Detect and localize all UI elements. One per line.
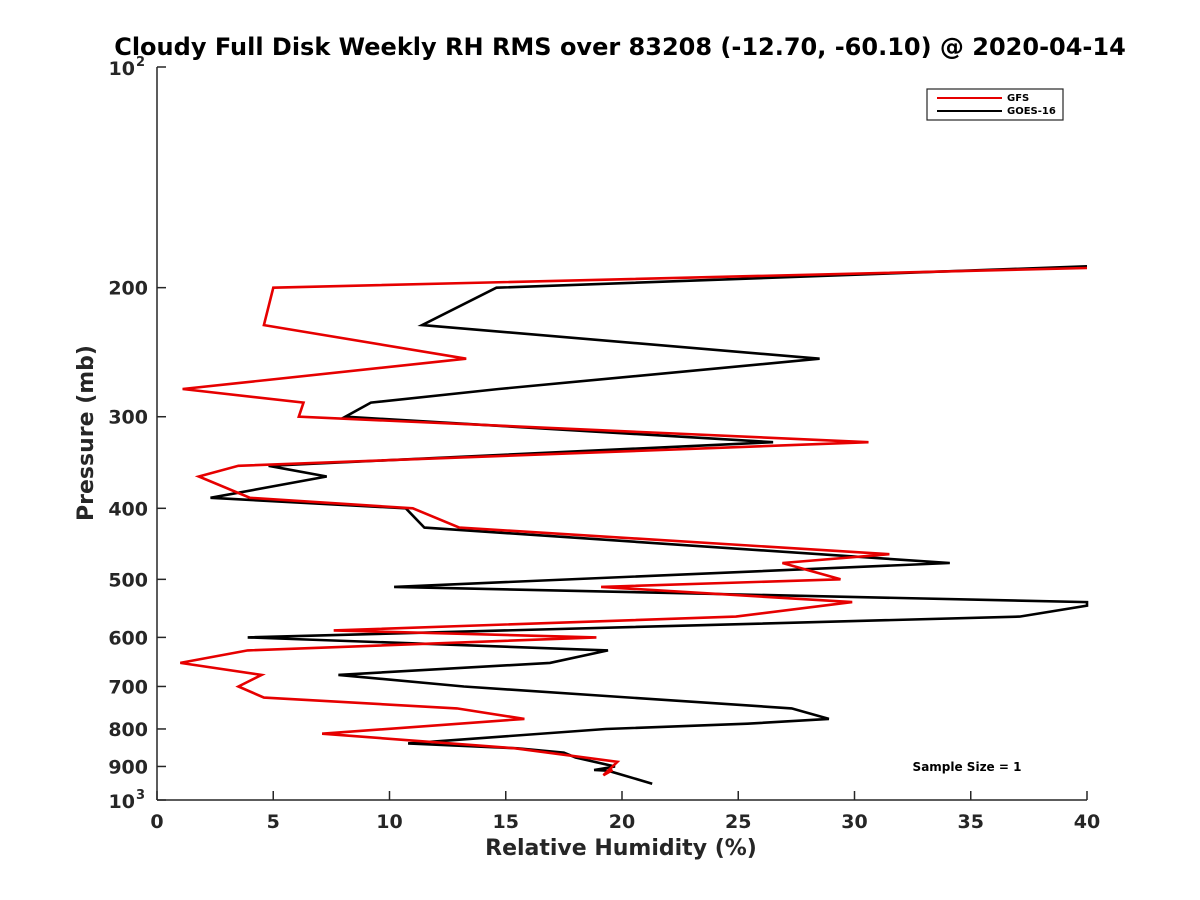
y-tick-label-exponent: 2 [136, 55, 145, 70]
axes: 0 5 10 15 20 25 30 35 40 200 300 400 500 600 700 800 90… [108, 55, 1100, 833]
legend-label-goes16: GOES-16 [1007, 106, 1056, 117]
y-tick-label-exponent: 3 [136, 788, 145, 803]
x-tick-label: 25 [725, 811, 751, 833]
x-tick-label: 0 [150, 811, 163, 833]
y-tick-label-base: 10 [109, 58, 135, 80]
x-tick-label: 20 [609, 811, 635, 833]
y-tick-label: 700 [108, 676, 148, 698]
chart-title: Cloudy Full Disk Weekly RH RMS over 8320… [114, 33, 1126, 61]
x-tick-label: 5 [267, 811, 280, 833]
legend: GFS GOES-16 [926, 88, 1064, 121]
x-tick-label: 10 [376, 811, 402, 833]
y-tick-label: 200 [108, 278, 148, 300]
sample-size-annotation: Sample Size = 1 [913, 760, 1022, 774]
x-tick-label: 15 [493, 811, 519, 833]
y-tick-label: 400 [108, 498, 148, 520]
y-tick-label: 300 [108, 407, 148, 429]
x-tick-label: 30 [841, 811, 867, 833]
y-tick-label: 800 [108, 719, 148, 741]
x-axis-label: Relative Humidity (%) [485, 836, 757, 861]
y-tick-label: 500 [108, 569, 148, 591]
y-tick-label: 900 [108, 756, 148, 778]
x-tick-label: 40 [1074, 811, 1100, 833]
legend-label-gfs: GFS [1007, 93, 1029, 104]
y-tick-label: 600 [108, 627, 148, 649]
legend-box [926, 88, 1064, 121]
y-tick-label-base: 10 [109, 791, 135, 813]
series-line-gfs [180, 266, 1088, 777]
y-axis-label: Pressure (mb) [74, 345, 99, 521]
x-tick-label: 35 [958, 811, 984, 833]
x-ticks: 0 5 10 15 20 25 30 35 40 [150, 791, 1100, 833]
plot-lines [180, 265, 1089, 785]
